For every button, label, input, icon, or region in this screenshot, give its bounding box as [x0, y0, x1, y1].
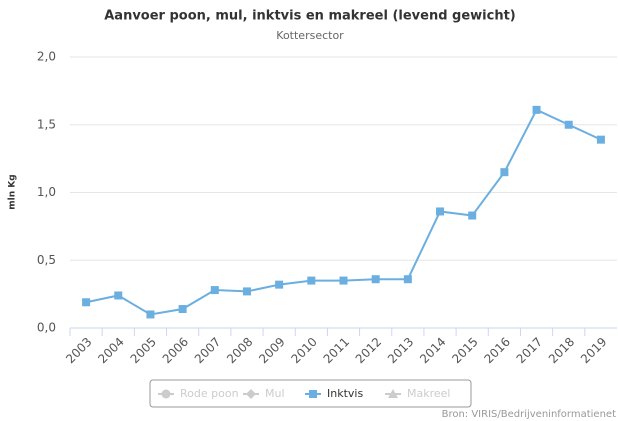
source: Bron: VIRIS/Bedrijveninformatienet — [442, 409, 616, 420]
data-point — [307, 276, 316, 285]
data-point — [242, 287, 251, 296]
x-tick-label: 2008 — [224, 335, 255, 366]
data-point — [82, 298, 91, 307]
data-point — [596, 135, 605, 144]
legend-symbol — [309, 390, 317, 398]
x-tick-label: 2019 — [578, 335, 609, 366]
legend-symbol — [388, 389, 398, 398]
chart-subtitle: Kottersector — [276, 29, 344, 42]
x-tick-label: 2011 — [321, 335, 352, 366]
x-tick-label: 2017 — [514, 335, 545, 366]
data-point — [114, 291, 123, 300]
legend-symbol — [161, 389, 171, 399]
x-tick-label: 2012 — [353, 335, 384, 366]
legend-symbol — [246, 389, 256, 399]
data-point — [403, 275, 412, 284]
data-point — [275, 280, 284, 289]
x-tick-label: 2018 — [546, 335, 577, 366]
data-point — [532, 105, 541, 114]
legend-item[interactable]: Makreel — [407, 387, 450, 400]
x-tick-label: 2015 — [449, 335, 480, 366]
data-point — [371, 275, 380, 284]
x-tick-label: 2010 — [288, 335, 319, 366]
legend-item[interactable]: Mul — [265, 387, 285, 400]
data-point — [339, 276, 348, 285]
data-point — [436, 207, 445, 216]
y-tick-label: 0,0 — [37, 321, 56, 335]
y-tick-label: 1,0 — [37, 185, 56, 199]
data-point — [500, 168, 509, 177]
chart-title: Aanvoer poon, mul, inktvis en makreel (l… — [104, 9, 516, 24]
x-tick-label: 2007 — [192, 335, 223, 366]
legend-item[interactable]: Rode poon — [180, 387, 239, 400]
y-tick-label: 0,5 — [37, 253, 56, 267]
data-point — [146, 310, 155, 319]
x-tick-label: 2004 — [95, 335, 126, 366]
y-tick-label: 1,5 — [37, 117, 56, 131]
x-tick-label: 2014 — [417, 335, 448, 366]
x-tick-label: 2016 — [481, 335, 512, 366]
data-point — [178, 305, 187, 314]
y-tick-label: 2,0 — [37, 50, 56, 64]
data-point — [564, 120, 573, 129]
y-axis-label: mln Kg — [8, 174, 18, 209]
x-tick-label: 2005 — [128, 335, 159, 366]
x-tick-label: 2006 — [160, 335, 191, 366]
data-point — [210, 286, 219, 295]
legend-item[interactable]: Inktvis — [327, 387, 363, 400]
x-tick-label: 2009 — [256, 335, 287, 366]
data-point — [468, 211, 477, 220]
x-tick-label: 2003 — [63, 335, 94, 366]
x-tick-label: 2013 — [385, 335, 416, 366]
